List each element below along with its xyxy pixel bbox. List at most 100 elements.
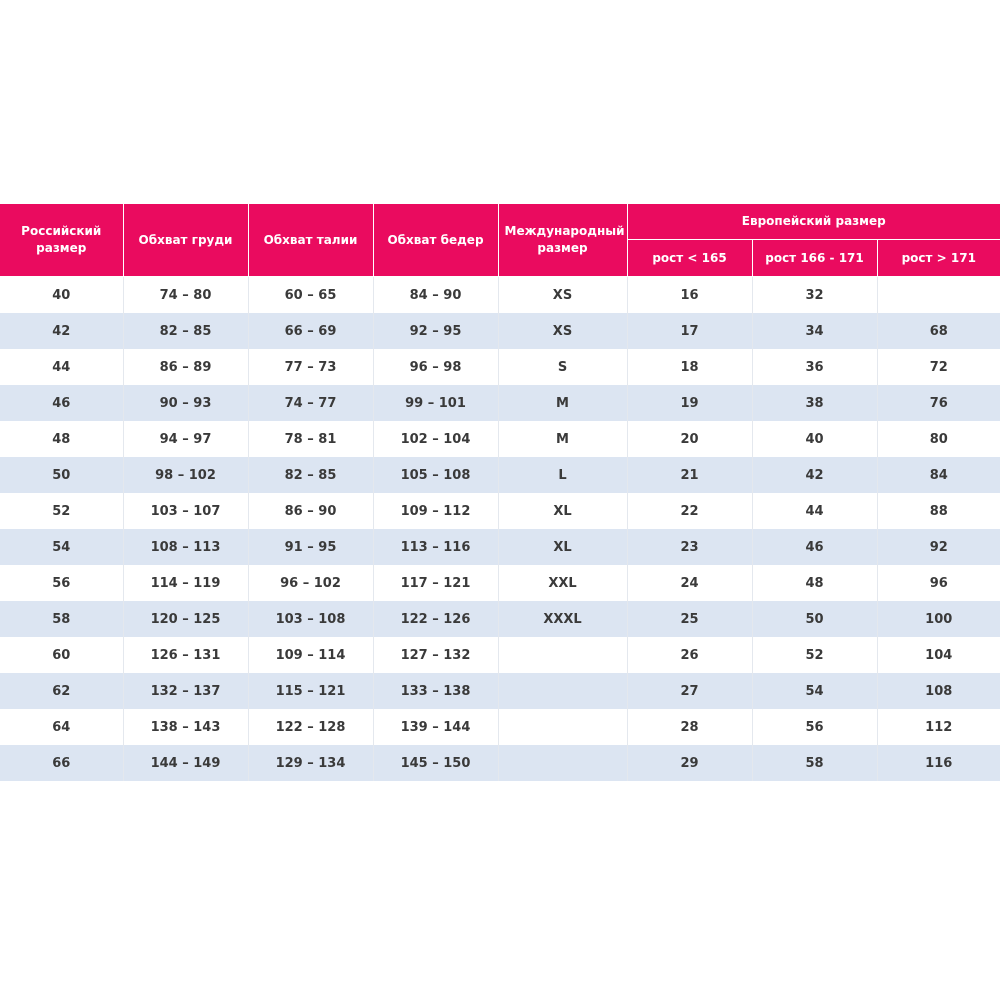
table-row: 40 74 – 80 60 – 65 84 – 90 XS 16 32 [0,276,1000,313]
table-cell: 84 [876,457,1000,493]
table-cell: 77 – 73 [247,349,374,385]
table-cell: L [497,457,628,493]
table-cell: 38 [751,385,878,421]
table-row: 42 82 – 85 66 – 69 92 – 95 XS 17 34 68 [0,313,1000,349]
table-cell: 48 [751,565,878,601]
table-cell: 104 [876,637,1000,673]
table-cell: 25 [626,601,753,637]
table-cell: 18 [626,349,753,385]
table-cell: 44 [0,349,124,385]
table-cell: 102 – 104 [372,421,499,457]
table-cell: 76 [876,385,1000,421]
size-table: Российский размер Обхват груди Обхват тали… [0,204,1000,781]
table-cell: 16 [626,276,753,313]
table-cell: 62 [0,673,124,709]
table-cell: 92 – 95 [372,313,499,349]
table-cell: 78 – 81 [247,421,374,457]
table-cell: S [497,349,628,385]
table-cell: 28 [626,709,753,745]
table-cell: 52 [0,493,124,529]
table-cell: 58 [751,745,878,781]
table-cell: 96 – 98 [372,349,499,385]
header-row: Российский размер Обхват груди Обхват тали… [0,204,1000,277]
table-cell [497,709,628,745]
table-cell: 122 – 128 [247,709,374,745]
table-cell [497,745,628,781]
subcolumn-header: рост 166 - 171 [751,239,878,277]
table-cell: 42 [0,313,124,349]
column-header: Обхват талии [247,204,374,277]
table-cell: 108 [876,673,1000,709]
table-cell: XXXL [497,601,628,637]
table-cell: 139 – 144 [372,709,499,745]
table-cell: 114 – 119 [122,565,249,601]
table-cell: 133 – 138 [372,673,499,709]
table-cell: 108 – 113 [122,529,249,565]
table-cell: 86 – 90 [247,493,374,529]
table-cell: 112 [876,709,1000,745]
table-cell: XL [497,493,628,529]
table-cell: 145 – 150 [372,745,499,781]
column-header: Российский размер [0,204,124,277]
table-cell: 50 [0,457,124,493]
table-body: 40 74 – 80 60 – 65 84 – 90 XS 16 32 42 82 – 85 66… [0,276,1000,781]
table-cell: 103 – 108 [247,601,374,637]
table-row: 52 103 – 107 86 – 90 109 – 112 XL 22 44 88 [0,493,1000,529]
table-cell: 60 [0,637,124,673]
table-cell: 116 [876,745,1000,781]
table-cell: 127 – 132 [372,637,499,673]
subcolumn-header: рост < 165 [627,239,753,277]
group-header: Европейский размер [626,204,1000,240]
table-cell: 40 [751,421,878,457]
table-header: Российский размер Обхват груди Обхват тали… [0,204,1000,277]
table-cell: XL [497,529,628,565]
table-cell: 24 [626,565,753,601]
table-cell: 120 – 125 [122,601,249,637]
table-cell: 64 [0,709,124,745]
table-cell: 21 [626,457,753,493]
column-header: Международный размер [497,204,628,277]
table-cell: 40 [0,276,124,313]
header-row: рост < 165 рост 166 - 171 рост > 171 [0,239,1000,277]
table-row: 66 144 – 149 129 – 134 145 – 150 29 58 116 [0,745,1000,781]
table-cell: 88 [876,493,1000,529]
table-cell: 22 [626,493,753,529]
table-row: 48 94 – 97 78 – 81 102 – 104 M 20 40 80 [0,421,1000,457]
table-cell: 91 – 95 [247,529,374,565]
table-cell: 58 [0,601,124,637]
table-cell: 66 [0,745,124,781]
table-cell: 20 [626,421,753,457]
table-row: 44 86 – 89 77 – 73 96 – 98 S 18 36 72 [0,349,1000,385]
table-cell: 113 – 116 [372,529,499,565]
table-row: 58 120 – 125 103 – 108 122 – 126 XXXL 25 50 100 [0,601,1000,637]
table-cell: 96 [876,565,1000,601]
table-cell: 23 [626,529,753,565]
table-cell: 115 – 121 [247,673,374,709]
table-cell: 36 [751,349,878,385]
table-cell: 86 – 89 [122,349,249,385]
table-cell: 80 [876,421,1000,457]
table-row: 60 126 – 131 109 – 114 127 – 132 26 52 104 [0,637,1000,673]
table-cell: 19 [626,385,753,421]
table-cell: 60 – 65 [247,276,374,313]
table-cell: 100 [876,601,1000,637]
table-cell: 109 – 112 [372,493,499,529]
table-row: 54 108 – 113 91 – 95 113 – 116 XL 23 46 92 [0,529,1000,565]
table-cell: 74 – 77 [247,385,374,421]
table-cell: 42 [751,457,878,493]
table-cell: 54 [0,529,124,565]
table-row: 50 98 – 102 82 – 85 105 – 108 L 21 42 84 [0,457,1000,493]
table-cell: 122 – 126 [372,601,499,637]
column-header: Обхват бедер [372,204,499,277]
table-cell: 98 – 102 [122,457,249,493]
table-cell: 17 [626,313,753,349]
table-cell: 46 [751,529,878,565]
table-cell: 66 – 69 [247,313,374,349]
table-cell: XS [497,313,628,349]
table-cell: 32 [751,276,878,313]
table-cell: 92 [876,529,1000,565]
table-cell: XXL [497,565,628,601]
table-cell: 34 [751,313,878,349]
table-cell: 132 – 137 [122,673,249,709]
